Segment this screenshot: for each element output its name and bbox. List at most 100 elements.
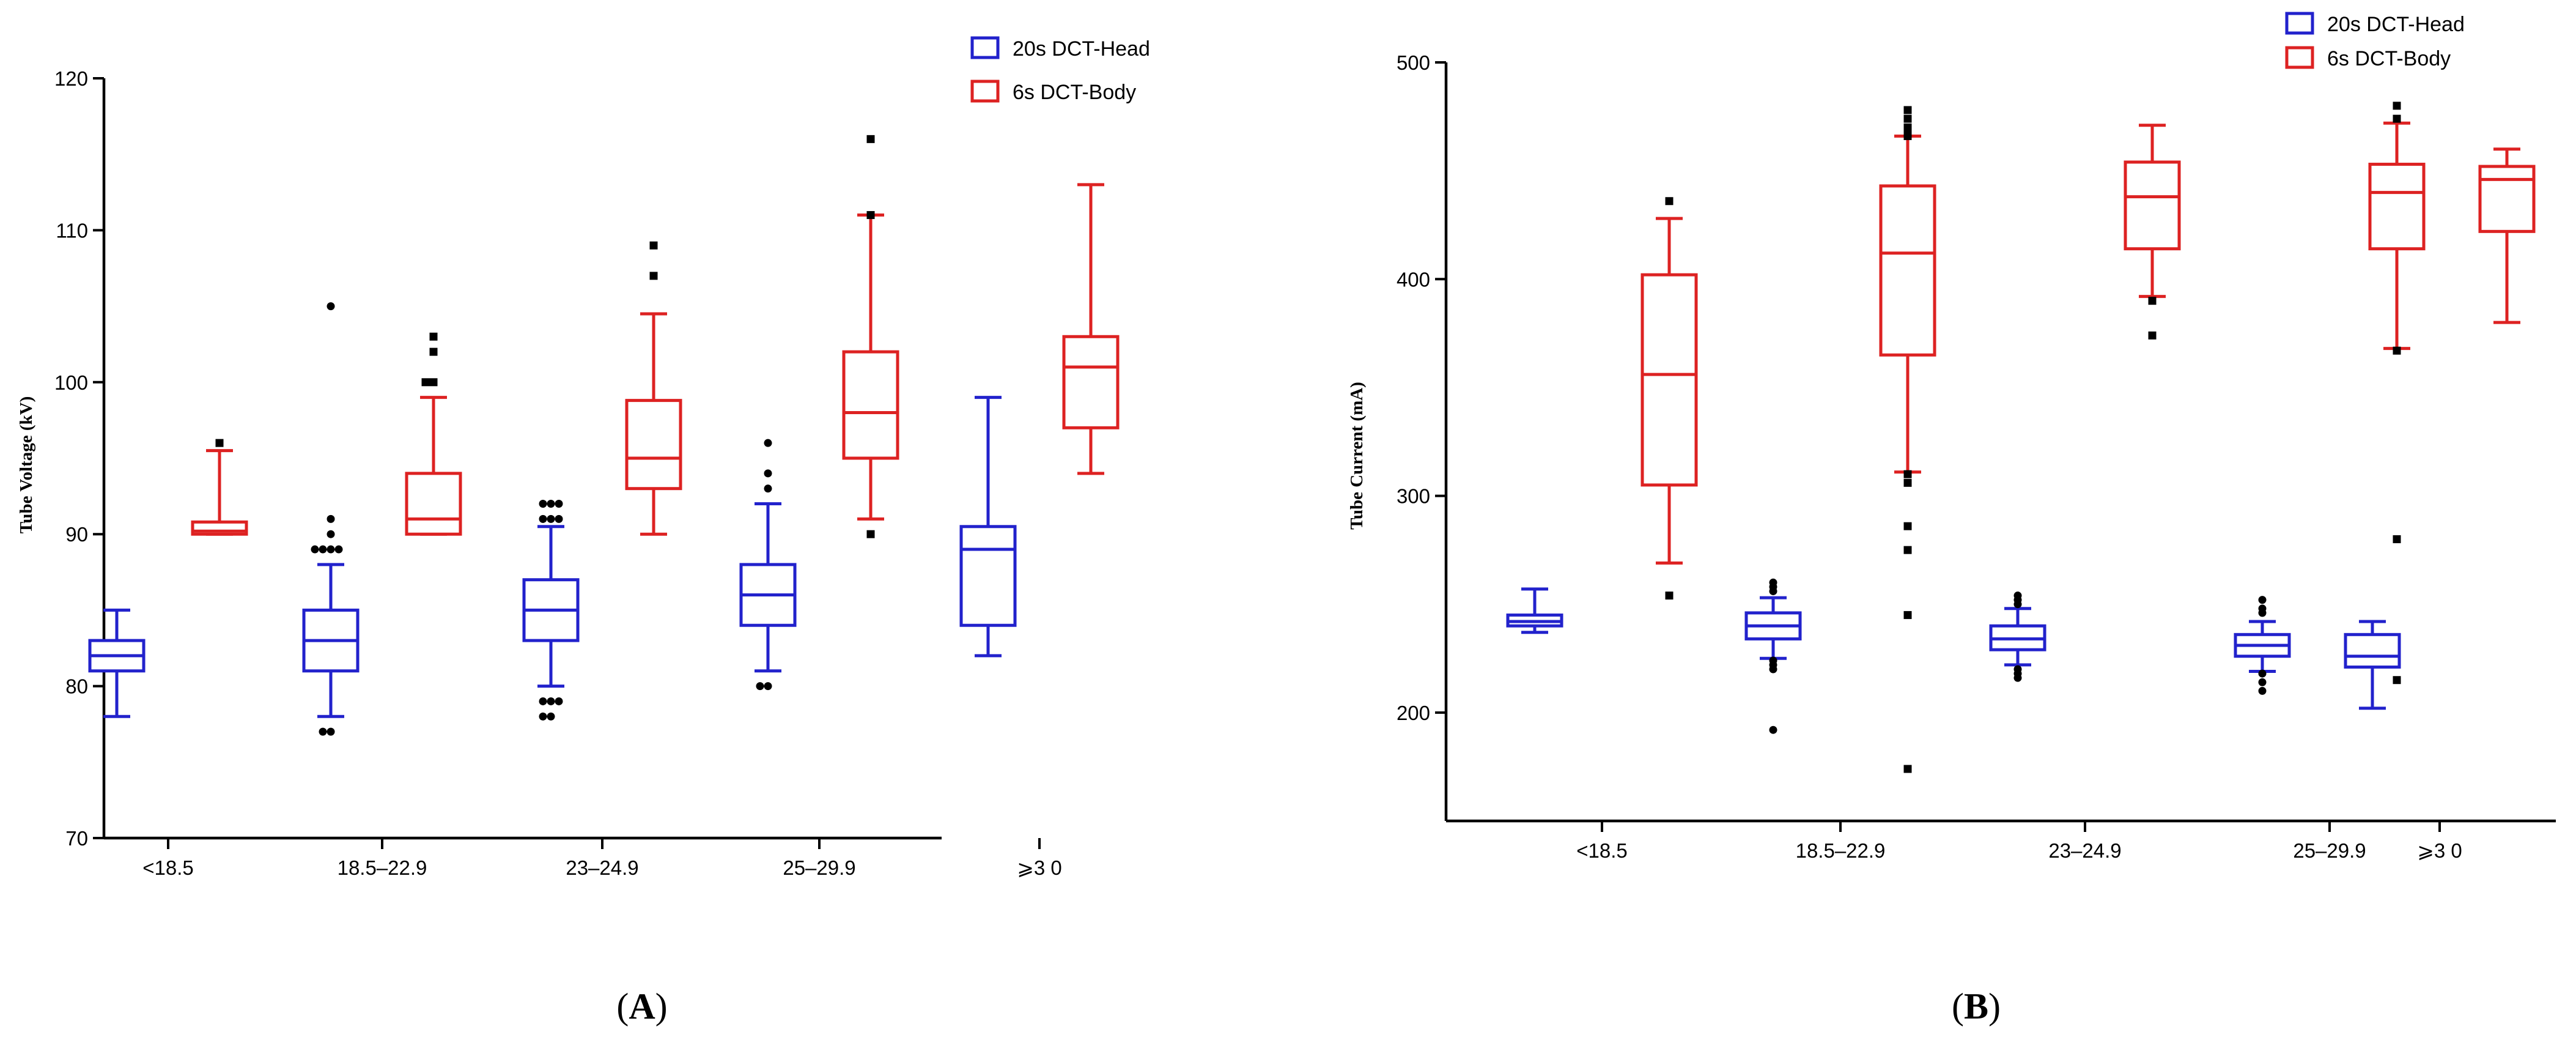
panel-b-outlier-point	[1903, 132, 1912, 140]
panel-b-x-tick-label: 23–24.9	[2048, 839, 2121, 862]
panel-b-outlier-point	[2393, 676, 2401, 685]
panel-a-x-tick-label: 23–24.9	[566, 856, 638, 879]
panel-b-outlier-point	[1665, 592, 1674, 600]
panel-b-legend-label-head: 20s DCT-Head	[2327, 13, 2465, 36]
panel-a-box-head-1	[88, 608, 146, 718]
panel-a-y-tick-label: 70	[65, 827, 88, 850]
panel-b-outlier-point	[1903, 765, 1912, 773]
panel-a-x-tick-label: 18.5–22.9	[338, 856, 427, 879]
panel-b-box-body-5	[2478, 147, 2536, 324]
panel-b-y-axis-title: Tube Current (mA)	[1347, 382, 1367, 530]
panel-a-y-tick-label: 120	[54, 67, 88, 90]
panel-a-outlier-point	[539, 697, 547, 705]
panel-a-box-body-3	[625, 241, 682, 536]
panel-b-legend-swatch-head	[2285, 12, 2314, 35]
panel-a-y-tick-label: 110	[56, 219, 88, 242]
panel-b-outlier-point	[2393, 114, 2401, 123]
panel-a-iqr-box	[405, 472, 462, 536]
panel-a-outlier-point	[429, 378, 438, 387]
panel-a-iqr-box	[1062, 335, 1120, 429]
panel-b-box-head-5	[2344, 620, 2401, 710]
panel-a-box-body-1	[191, 439, 248, 536]
panel-a-outlier-point	[327, 302, 335, 311]
panel-a-outlier-point	[539, 500, 547, 508]
panel-a-outlier-point	[764, 484, 772, 493]
panel-b-outlier-point	[2258, 686, 2267, 695]
panel-a-outlier-point	[547, 697, 555, 705]
panel-a-outlier-point	[756, 682, 764, 691]
panel-a-outlier-point	[649, 272, 658, 280]
panel-a-outlier-point	[429, 347, 438, 356]
panel-a-outlier-point	[547, 712, 555, 721]
panel-b-iqr-box	[1879, 184, 1936, 357]
panel-b-x-tick-label: <18.5	[1576, 839, 1628, 862]
panel-a-outlier-point	[327, 727, 335, 736]
panel-b-outlier-point	[2258, 669, 2267, 678]
panel-b-outlier-point	[2148, 331, 2157, 340]
panel-b-legend-swatch-body	[2285, 46, 2314, 69]
panel-a-legend-label-body: 6s DCT-Body	[1013, 81, 1136, 104]
panel-b-x-tick-label: ⩾3 0	[2417, 839, 2462, 862]
panel-b-outlier-point	[2258, 609, 2267, 617]
panel-a-x-tick-label: ⩾3 0	[1017, 856, 1062, 879]
panel-b-box-head-4	[2234, 596, 2291, 695]
panel-b-outlier-point	[2393, 535, 2401, 543]
panel-b-box-body-4	[2368, 102, 2426, 685]
panel-a-box-body-4	[842, 135, 899, 538]
panel-b-outlier-point	[1769, 726, 1777, 734]
panel-b-box-body-2	[1879, 106, 1936, 773]
panel-a-outlier-point	[539, 712, 547, 721]
panel-a-outlier-point	[327, 530, 335, 538]
panel-b-y-tick-label: 400	[1397, 268, 1430, 291]
panel-b-outlier-point	[1903, 470, 1912, 478]
panel-a-label: (A)	[616, 986, 667, 1026]
panel-b-box-head-3	[1989, 592, 2046, 682]
panel-b-outlier-point	[1903, 114, 1912, 123]
panel-b-iqr-box	[2478, 165, 2536, 233]
panel-a-outlier-point	[215, 439, 224, 447]
panel-b-outlier-point	[1769, 665, 1777, 674]
panel-a-outlier-point	[764, 682, 772, 691]
panel-b-outlier-point	[2393, 346, 2401, 355]
panel-b-iqr-box	[2344, 633, 2401, 669]
panel-b-outlier-point	[1903, 611, 1912, 619]
panel-a-legend-swatch-body	[970, 80, 1000, 103]
panel-a-outlier-point	[866, 530, 875, 538]
panel-a-box-head-2	[302, 302, 360, 736]
panel-b-label: (B)	[1952, 986, 2001, 1026]
panel-a-y-tick-label: 80	[65, 675, 88, 698]
panel-b-y-tick-label: 200	[1397, 702, 1430, 724]
panel-a-outlier-point	[555, 514, 563, 523]
panel-a-box-body-5	[1062, 183, 1120, 475]
panel-a-legend-swatch-head	[970, 36, 1000, 59]
panel-b-outlier-point	[1903, 106, 1912, 114]
panel-a-box-head-3	[522, 500, 580, 721]
panel-a-iqr-box	[625, 399, 682, 491]
panel-b-iqr-box	[2124, 160, 2181, 251]
panel-a-outlier-point	[327, 514, 335, 523]
panel-b-box-head-1	[1506, 587, 1563, 634]
panel-a-outlier-point	[764, 469, 772, 478]
panel-b-box-head-2	[1744, 578, 1802, 734]
panel-b-outlier-point	[1903, 546, 1912, 554]
panel-a-y-tick-label: 90	[65, 523, 88, 546]
panel-b-label-letter: B	[1964, 986, 1988, 1026]
panel-a-label-letter: A	[629, 986, 655, 1026]
panel-a-outlier-point	[319, 727, 327, 736]
panel-b-iqr-box	[2368, 163, 2426, 251]
panel-a-outlier-point	[555, 697, 563, 705]
panel-a-outlier-point	[327, 545, 335, 554]
panel-a-outlier-point	[311, 545, 319, 554]
panel-b-outlier-point	[1903, 522, 1912, 530]
panel-b-iqr-box	[1640, 273, 1698, 487]
panel-a-outlier-point	[649, 241, 658, 250]
panel-b-outlier-point	[1769, 587, 1777, 595]
panel-a-outlier-point	[555, 500, 563, 508]
panel-a-chart: Tube Voltage (kV) 20s DCT-Head 6s DCT-Bo…	[17, 36, 1150, 1026]
panel-b-x-tick-label: 18.5–22.9	[1796, 839, 1886, 862]
panel-a-y-axis-title: Tube Voltage (kV)	[17, 396, 36, 534]
panel-a-outlier-point	[547, 514, 555, 523]
panel-a-outlier-point	[764, 439, 772, 447]
panel-a-outlier-point	[539, 514, 547, 523]
